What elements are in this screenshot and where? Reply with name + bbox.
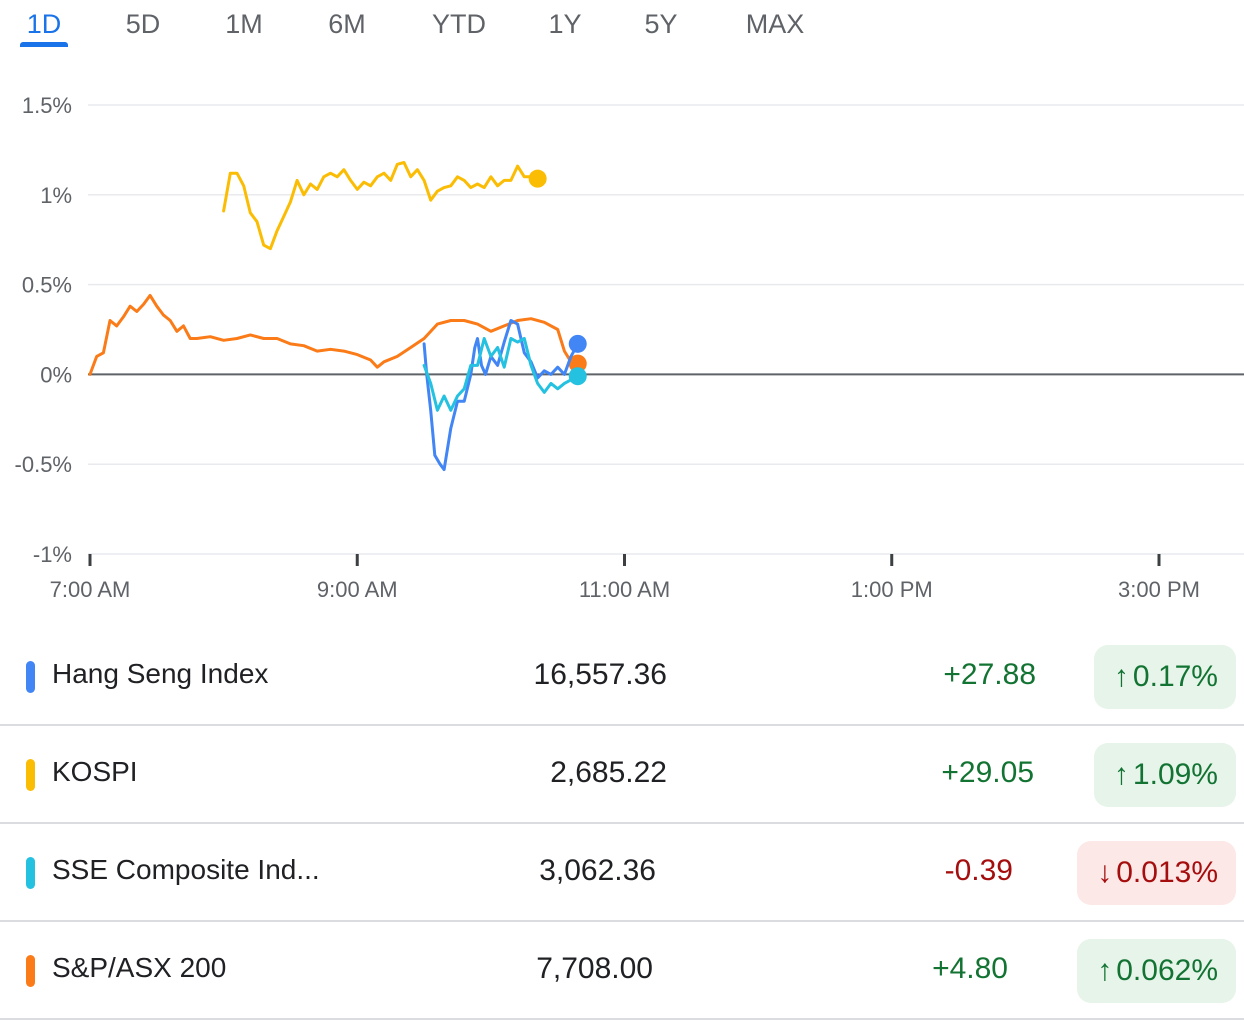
percent-change-value: 0.062%: [1116, 954, 1218, 987]
series-color-swatch: [26, 857, 35, 889]
index-change: +29.05: [941, 756, 1034, 789]
arrow-up-icon: ↑: [1113, 758, 1129, 791]
tab-1m[interactable]: 1M: [225, 9, 263, 39]
series-line-sse-composite-index: [422, 337, 580, 412]
y-tick-label: 0%: [40, 362, 72, 387]
index-name: Hang Seng Index: [52, 658, 269, 689]
series-end-dot-s-p-asx-200: [568, 354, 587, 373]
quote-row-asx-200[interactable]: S&P/ASX 200 7,708.00 +4.80 ↑ 0.062%: [0, 922, 1244, 1020]
index-price: 16,557.36: [533, 658, 667, 691]
x-tick-label: 11:00 AM: [579, 577, 670, 602]
y-tick-label: 1%: [40, 183, 72, 208]
arrow-up-icon: ↑: [1113, 660, 1129, 693]
index-price: 3,062.36: [539, 854, 656, 887]
percent-change-value: 0.17%: [1132, 660, 1218, 693]
x-tick-label: 7:00 AM: [50, 577, 131, 602]
y-tick-label: 1.5%: [22, 93, 72, 118]
percent-change-value: 1.09%: [1132, 758, 1218, 791]
x-tick-label: 1:00 PM: [851, 577, 933, 602]
y-tick-label: -1%: [33, 542, 72, 567]
series-color-swatch: [26, 759, 35, 791]
y-tick-label: -0.5%: [15, 452, 72, 477]
series-end-dot-hang-seng-index: [568, 334, 587, 353]
percent-change-badge: ↑ 0.17%: [1093, 645, 1236, 709]
percent-change-badge: ↓ 0.013%: [1077, 841, 1236, 905]
index-change: +4.80: [932, 952, 1008, 985]
quote-list: Hang Seng Index 16,557.36 +27.88 ↑ 0.17% …: [0, 628, 1244, 1020]
index-price: 7,708.00: [536, 952, 653, 985]
series-line-s-p-asx-200: [88, 293, 580, 376]
tab-max[interactable]: MAX: [745, 9, 805, 39]
market-line-chart[interactable]: -1% -0.5% 0% 0.5% 1% 1.5% 7:00 AM 9:00 AM 11:00 …: [0, 60, 1244, 610]
active-tab-indicator: [20, 42, 68, 47]
series-end-dot-sse-composite-index: [568, 367, 587, 386]
percent-change-badge: ↑ 1.09%: [1093, 743, 1236, 807]
index-name: S&P/ASX 200: [52, 952, 227, 983]
index-name: SSE Composite Ind...: [52, 854, 320, 885]
tab-1d[interactable]: 1D: [26, 9, 62, 39]
tab-6m[interactable]: 6M: [328, 9, 366, 39]
range-tabs: 1D 5D 1M 6M YTD 1Y 5Y MAX: [0, 0, 1244, 52]
tab-ytd[interactable]: YTD: [432, 9, 486, 39]
series-line-hang-seng-index: [422, 319, 580, 472]
percent-change-badge: ↑ 0.062%: [1077, 939, 1236, 1003]
x-tick-label: 9:00 AM: [317, 577, 398, 602]
series-line-kospi: [222, 161, 540, 251]
series-color-swatch: [26, 955, 35, 987]
quote-row-kospi[interactable]: KOSPI 2,685.22 +29.05 ↑ 1.09%: [0, 726, 1244, 824]
x-tick-label: 3:00 PM: [1118, 577, 1200, 602]
quote-row-sse-composite[interactable]: SSE Composite Ind... 3,062.36 -0.39 ↓ 0.0…: [0, 824, 1244, 922]
tab-5y[interactable]: 5Y: [644, 9, 678, 39]
tab-5d[interactable]: 5D: [125, 9, 161, 39]
percent-change-value: 0.013%: [1116, 856, 1218, 889]
index-change: -0.39: [944, 854, 1013, 887]
series-end-dot-kospi: [528, 169, 547, 188]
arrow-up-icon: ↑: [1097, 954, 1113, 987]
arrow-down-icon: ↓: [1097, 856, 1113, 889]
quote-row-hang-seng[interactable]: Hang Seng Index 16,557.36 +27.88 ↑ 0.17%: [0, 628, 1244, 726]
index-price: 2,685.22: [550, 756, 667, 789]
series-color-swatch: [26, 661, 35, 693]
index-name: KOSPI: [52, 756, 138, 787]
tab-1y[interactable]: 1Y: [548, 9, 582, 39]
index-change: +27.88: [943, 658, 1036, 691]
y-tick-label: 0.5%: [22, 273, 72, 298]
